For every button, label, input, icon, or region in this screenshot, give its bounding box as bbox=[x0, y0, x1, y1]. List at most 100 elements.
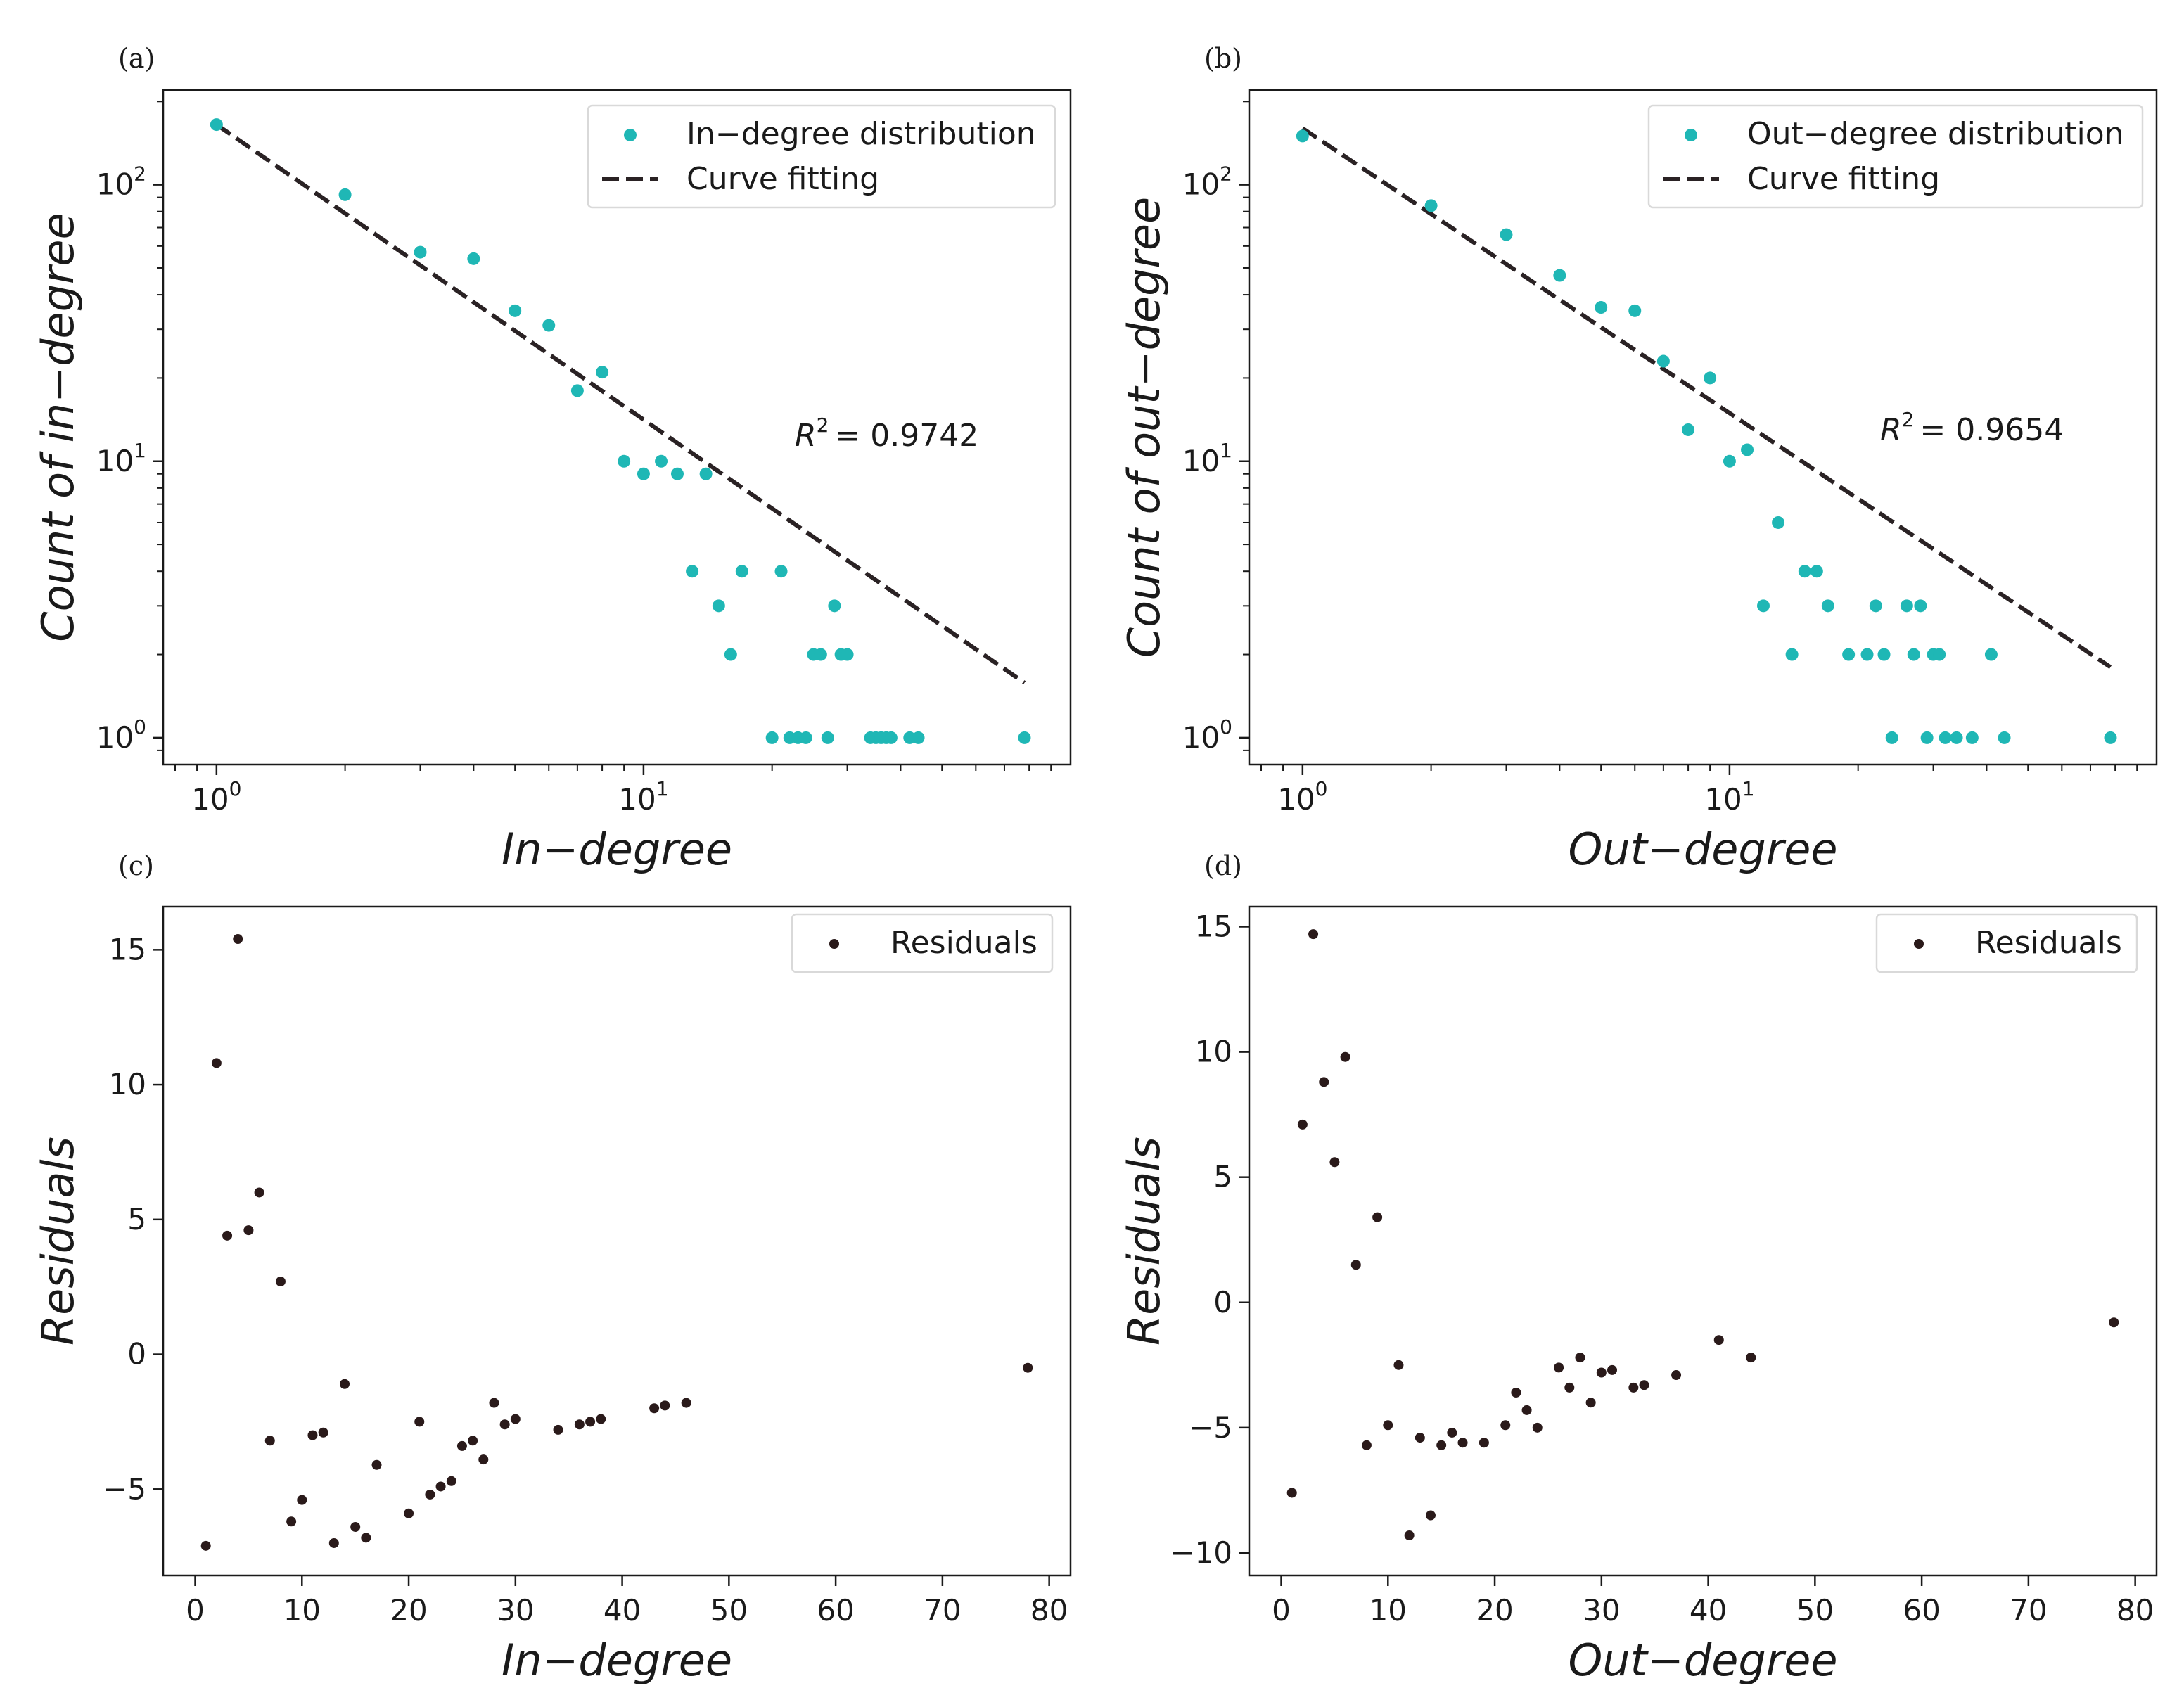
data-point bbox=[371, 1459, 382, 1470]
data-point bbox=[404, 1508, 414, 1518]
data-point bbox=[649, 1403, 660, 1414]
data-point bbox=[712, 599, 725, 613]
data-point bbox=[328, 1537, 339, 1548]
data-point bbox=[1842, 648, 1856, 661]
data-point bbox=[660, 1400, 670, 1411]
x-tick-label: 60 bbox=[817, 1593, 854, 1628]
x-tick-label: 80 bbox=[1030, 1593, 1068, 1628]
data-point bbox=[297, 1495, 307, 1505]
data-point bbox=[1296, 129, 1309, 143]
data-point bbox=[1521, 1405, 1532, 1415]
fit-line bbox=[1301, 126, 2112, 670]
data-point bbox=[222, 1230, 233, 1241]
data-point bbox=[1772, 516, 1785, 529]
y-tick-label: −5 bbox=[1189, 1410, 1232, 1445]
data-point bbox=[814, 648, 827, 661]
legend-label: Curve fitting bbox=[1747, 161, 1940, 197]
data-point bbox=[1436, 1440, 1447, 1450]
data-point bbox=[1907, 648, 1920, 661]
x-tick-label: 60 bbox=[1903, 1593, 1940, 1628]
data-point bbox=[1746, 1353, 1756, 1363]
data-point bbox=[1424, 199, 1438, 212]
data-point bbox=[1756, 599, 1770, 613]
data-point bbox=[233, 934, 243, 945]
y-tick-label: 102 bbox=[1182, 162, 1232, 202]
data-point bbox=[1393, 1360, 1404, 1370]
legend-label: Out−degree distribution bbox=[1747, 116, 2124, 152]
data-point bbox=[478, 1454, 489, 1465]
data-point bbox=[1877, 648, 1891, 661]
panel-a: (a) 100 101 100 101 102 In−degree Count of in−d… bbox=[32, 43, 1072, 875]
y-tick-label: 5 bbox=[127, 1202, 146, 1236]
panel-label: (d) bbox=[1204, 850, 1242, 881]
data-point bbox=[1340, 1051, 1350, 1062]
r-squared-annotation: R2 = 0.9654 bbox=[1880, 408, 2064, 448]
data-point bbox=[1798, 565, 1811, 578]
data-point bbox=[1785, 648, 1799, 661]
axes-frame bbox=[1248, 905, 2158, 1577]
data-point bbox=[1383, 1420, 1393, 1431]
y-tick-label: −10 bbox=[1170, 1535, 1232, 1570]
data-point bbox=[1329, 1157, 1340, 1168]
data-point bbox=[1500, 228, 1513, 241]
data-point bbox=[1965, 731, 1979, 744]
legend: Out−degree distribution Curve fitting bbox=[1647, 104, 2144, 209]
legend-marker bbox=[829, 939, 839, 949]
x-tick-label: 0 bbox=[186, 1593, 205, 1628]
data-point bbox=[1286, 1488, 1297, 1498]
data-point bbox=[286, 1516, 297, 1527]
data-point bbox=[1920, 731, 1934, 744]
data-point bbox=[264, 1436, 275, 1446]
data-point bbox=[884, 731, 898, 744]
data-point bbox=[1596, 1367, 1607, 1378]
data-point bbox=[574, 1419, 585, 1430]
data-point bbox=[1713, 1335, 1724, 1345]
legend-box bbox=[791, 913, 1054, 973]
data-point bbox=[1741, 443, 1754, 456]
legend-box bbox=[587, 104, 1056, 209]
x-tick-label: 100 bbox=[191, 777, 241, 817]
data-point bbox=[1595, 301, 1608, 314]
y-axis-label: Residuals bbox=[1118, 1137, 1170, 1345]
legend-box bbox=[1875, 913, 2138, 973]
data-point bbox=[318, 1427, 328, 1438]
data-point bbox=[553, 1424, 563, 1435]
data-point bbox=[1723, 454, 1736, 468]
data-point bbox=[350, 1521, 361, 1532]
data-point bbox=[1810, 565, 1823, 578]
data-point bbox=[435, 1481, 446, 1492]
data-point bbox=[1671, 1370, 1682, 1381]
data-point bbox=[799, 731, 812, 744]
data-point bbox=[1607, 1364, 1617, 1375]
data-point bbox=[912, 731, 925, 744]
data-point bbox=[774, 565, 788, 578]
legend-box bbox=[1647, 104, 2144, 209]
data-point bbox=[596, 1414, 606, 1424]
legend-marker bbox=[1685, 129, 1697, 141]
data-point bbox=[699, 467, 713, 480]
data-point bbox=[724, 648, 737, 661]
data-point bbox=[1821, 599, 1834, 613]
data-point bbox=[361, 1533, 371, 1543]
y-tick-label: 0 bbox=[1213, 1285, 1232, 1319]
x-tick-label: 70 bbox=[924, 1593, 961, 1628]
data-point bbox=[1639, 1380, 1649, 1390]
y-tick-label: 101 bbox=[96, 439, 146, 478]
data-point bbox=[1914, 599, 1927, 613]
x-tick-label: 70 bbox=[2010, 1593, 2047, 1628]
y-axis-label: Residuals bbox=[32, 1137, 84, 1345]
x-tick-label: 40 bbox=[604, 1593, 641, 1628]
data-point bbox=[1372, 1212, 1383, 1222]
data-point bbox=[1575, 1353, 1585, 1363]
panel-label: (b) bbox=[1204, 43, 1242, 74]
data-point bbox=[1319, 1077, 1329, 1087]
x-tick-label: 50 bbox=[710, 1593, 748, 1628]
data-point bbox=[596, 366, 609, 379]
panel-d: (d)0 10 20 30 40 50 60 70 80151050−5−10Out−degre… bbox=[1118, 850, 2158, 1686]
data-point bbox=[468, 1436, 478, 1446]
data-point bbox=[340, 1379, 350, 1389]
r-squared-annotation: R2 = 0.9742 bbox=[795, 414, 978, 454]
data-point bbox=[338, 188, 352, 201]
legend-label: Residuals bbox=[890, 925, 1037, 961]
y-tick-label: 10 bbox=[109, 1067, 146, 1101]
